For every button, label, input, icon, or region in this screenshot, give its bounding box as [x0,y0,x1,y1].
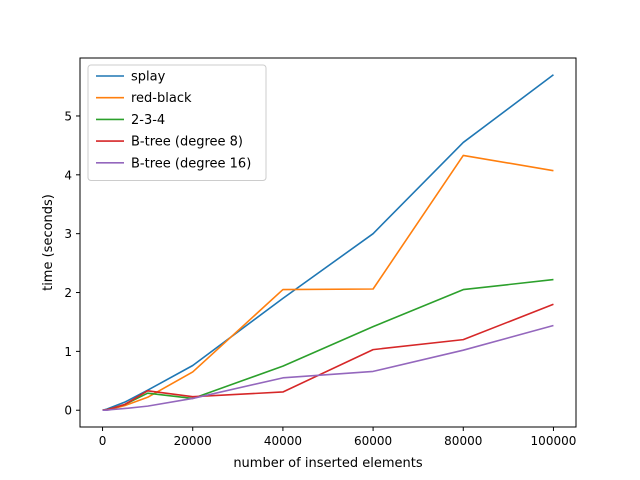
x-tick-label: 20000 [174,434,212,448]
x-tick-label: 80000 [444,434,482,448]
axes-frame [79,57,577,428]
y-tick-label: 2 [64,286,72,300]
legend-label: B-tree (degree 16) [131,156,251,171]
series-line-0 [102,74,554,412]
legend-label: red-black [131,91,192,106]
x-tick-label: 100000 [531,434,577,448]
y-axis: 0 1 2 3 4 5 [64,109,80,418]
x-axis: 0 20000 40000 60000 80000 100000 [99,427,577,448]
y-tick-label: 1 [64,345,72,359]
legend: splay red-black 2-3-4 B-tree (degree 8) B-tr… [87,64,267,181]
legend-label: B-tree (degree 8) [131,135,243,150]
legend-label: splay [131,70,166,85]
series-line-3 [102,303,554,412]
y-tick-label: 0 [64,404,72,418]
y-tick-label: 5 [64,109,72,123]
x-tick-label: 60000 [354,434,392,448]
plot-area [102,74,554,412]
y-tick-label: 4 [64,168,72,182]
series-line-4 [102,324,554,412]
legend-box [87,64,267,181]
x-axis-label: number of inserted elements [233,456,423,471]
x-tick-label: 40000 [264,434,302,448]
legend-label: 2-3-4 [131,113,165,128]
y-axis-label: time (seconds) [41,194,56,291]
x-tick-label: 0 [99,434,107,448]
y-tick-label: 3 [64,227,72,241]
